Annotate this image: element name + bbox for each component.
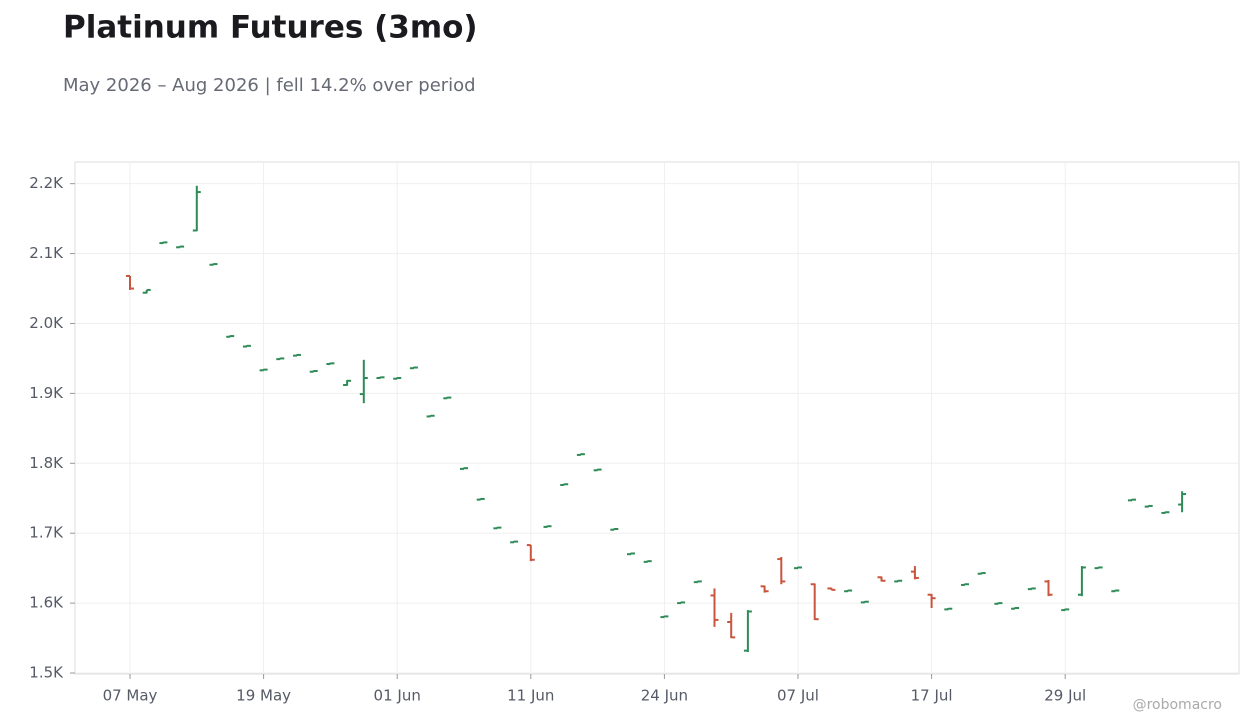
- y-tick-label: 1.9K: [29, 384, 64, 402]
- x-tick-label: 19 May: [236, 687, 291, 705]
- plot-frame: [74, 161, 1240, 675]
- y-tick-label: 1.8K: [29, 454, 64, 472]
- x-tick-label: 11 Jun: [507, 687, 554, 705]
- y-tick-label: 2.0K: [29, 314, 64, 332]
- y-tick-label: 1.7K: [29, 524, 64, 542]
- x-tick-label: 24 Jun: [641, 687, 688, 705]
- chart-subtitle: May 2026 – Aug 2026 | fell 14.2% over pe…: [63, 75, 476, 96]
- x-tick-label: 17 Jul: [911, 687, 953, 705]
- y-tick-label: 2.1K: [29, 244, 64, 262]
- watermark: @robomacro: [1133, 697, 1222, 713]
- x-tick-label: 01 Jun: [374, 687, 421, 705]
- y-tick-label: 1.6K: [29, 594, 64, 612]
- x-tick-label: 07 Jul: [777, 687, 819, 705]
- y-tick-label: 2.2K: [29, 174, 64, 192]
- x-tick-label: 29 Jul: [1044, 687, 1086, 705]
- x-tick-label: 07 May: [103, 687, 158, 705]
- y-tick-label: 1.5K: [29, 664, 64, 682]
- chart-title: Platinum Futures (3mo): [63, 10, 478, 46]
